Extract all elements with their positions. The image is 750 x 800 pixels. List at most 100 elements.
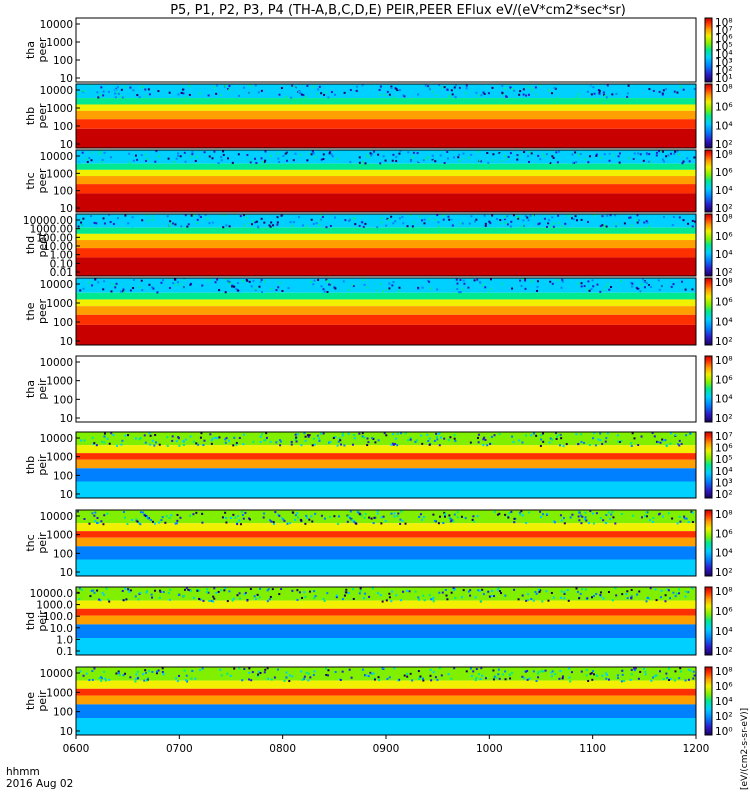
speckle [431, 598, 434, 601]
speckle [444, 512, 447, 515]
speckle [206, 217, 209, 220]
panel-species-label: peer [36, 299, 49, 325]
speckle [570, 671, 573, 674]
speckle [530, 280, 533, 283]
speckle [336, 216, 339, 219]
speckle [150, 593, 153, 596]
speckle [217, 590, 220, 593]
speckle [432, 596, 435, 599]
speckle [263, 221, 266, 224]
speckle [225, 437, 228, 440]
speckle [562, 675, 565, 678]
speckle [413, 94, 416, 97]
speckle [678, 677, 681, 680]
speckle [561, 225, 564, 228]
speckle [602, 597, 605, 600]
speckle [229, 516, 232, 519]
speckle [379, 85, 382, 88]
speckle [572, 222, 575, 225]
speckle [396, 432, 399, 435]
y-tick-label: 100 [53, 707, 73, 719]
colorbar-tick-label: 10⁸ [715, 17, 733, 29]
speckle [90, 151, 93, 154]
speckle [418, 515, 421, 518]
speckle [481, 284, 484, 287]
panel-band [76, 600, 696, 609]
speckle [366, 444, 369, 447]
speckle [686, 157, 689, 160]
speckle [511, 287, 514, 290]
speckle [144, 671, 147, 674]
speckle [693, 156, 696, 159]
speckle [254, 157, 257, 160]
speckle [568, 667, 571, 670]
speckle [188, 93, 191, 96]
speckle [525, 434, 528, 437]
speckle [198, 597, 201, 600]
speckle [257, 226, 260, 229]
speckle [509, 155, 512, 158]
speckle [497, 587, 500, 590]
speckle [501, 282, 504, 285]
speckle [574, 151, 577, 154]
speckle [580, 440, 583, 443]
speckle [314, 95, 317, 98]
speckle [237, 94, 240, 97]
speckle [94, 519, 97, 522]
speckle [549, 437, 552, 440]
speckle [270, 221, 273, 224]
speckle [527, 155, 530, 158]
speckle [452, 587, 455, 590]
speckle [498, 152, 501, 155]
speckle [343, 594, 346, 597]
speckle [678, 515, 681, 518]
speckle [220, 94, 223, 97]
colorbar [704, 17, 713, 83]
y-tick-label: 10000 [40, 511, 73, 523]
speckle [522, 219, 525, 222]
speckle [323, 517, 326, 520]
speckle [398, 217, 401, 220]
speckle [106, 512, 109, 515]
speckle [504, 155, 507, 158]
speckle [166, 215, 169, 218]
panel-band [76, 531, 696, 538]
speckle [687, 222, 690, 225]
speckle [300, 152, 303, 155]
panel-band [76, 299, 696, 307]
speckle [411, 225, 414, 228]
speckle [320, 285, 323, 288]
speckle [283, 286, 286, 289]
panel-probe-label: thb [24, 456, 37, 474]
speckle [645, 511, 648, 514]
speckle [650, 286, 653, 289]
speckle [331, 155, 334, 158]
speckle [298, 91, 301, 94]
speckle [411, 156, 414, 159]
speckle [363, 436, 366, 439]
speckle [239, 523, 242, 526]
speckle [208, 599, 211, 602]
colorbar-tick-label: 10⁸ [715, 509, 733, 521]
speckle [400, 599, 403, 602]
speckle [80, 588, 83, 591]
speckle [397, 512, 400, 515]
colorbar-tick-label: 10⁴ [715, 548, 733, 560]
speckle [407, 439, 410, 442]
speckle [252, 440, 255, 443]
speckle [156, 291, 159, 294]
speckle [160, 281, 163, 284]
speckle [590, 672, 593, 675]
panel-band [76, 608, 696, 616]
speckle [94, 511, 97, 514]
speckle [207, 94, 210, 97]
speckle [175, 440, 178, 443]
speckle [534, 590, 537, 593]
speckle [402, 94, 405, 97]
speckle [596, 675, 599, 678]
speckle [504, 513, 507, 516]
speckle [380, 516, 383, 519]
speckle [346, 90, 349, 93]
speckle [144, 153, 147, 156]
speckle [451, 224, 454, 227]
